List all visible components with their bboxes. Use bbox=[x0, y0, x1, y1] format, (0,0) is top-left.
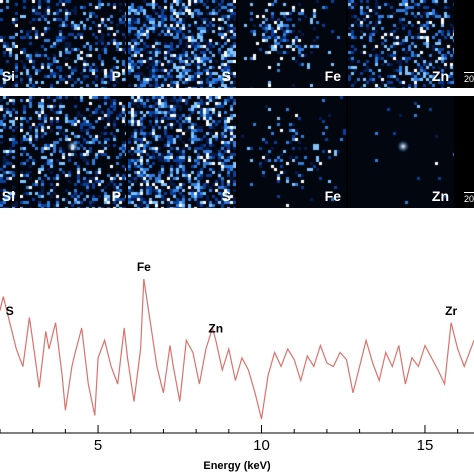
elemental-maps-top-row: Si P S Fe Zn 20 bbox=[0, 0, 474, 88]
map-label: Si bbox=[1, 188, 15, 204]
elemental-maps-bottom-row: Si P S Fe Zn 20 bbox=[0, 96, 474, 208]
row-divider bbox=[0, 88, 474, 96]
peak-label: S bbox=[6, 304, 14, 318]
map-panel-s-bottom: S bbox=[128, 96, 236, 208]
map-label: S bbox=[221, 68, 231, 84]
map-panel-zn-bottom: Zn bbox=[348, 96, 454, 208]
map-image bbox=[20, 0, 126, 88]
map-panel-fe-top: Fe bbox=[238, 0, 346, 88]
map-image bbox=[348, 96, 454, 208]
map-label: P bbox=[111, 68, 121, 84]
map-label: S bbox=[221, 188, 231, 204]
x-tick-label: 15 bbox=[417, 437, 434, 454]
x-tick-label: 10 bbox=[253, 437, 270, 454]
map-label: Si bbox=[1, 68, 15, 84]
map-image bbox=[238, 0, 346, 88]
map-image bbox=[128, 96, 236, 208]
map-label: P bbox=[111, 188, 121, 204]
map-panel-si-top: Si bbox=[0, 0, 18, 88]
scalebar-label: 20 bbox=[463, 192, 474, 204]
x-axis-label: Energy (keV) bbox=[203, 460, 271, 472]
peak-label: Fe bbox=[137, 260, 151, 274]
map-panel-p-bottom: P bbox=[20, 96, 126, 208]
map-image bbox=[0, 0, 18, 88]
map-panel-fe-bottom: Fe bbox=[238, 96, 346, 208]
map-label: Zn bbox=[431, 188, 449, 204]
peak-labels: S Fe Zn Zr bbox=[6, 260, 458, 335]
map-image bbox=[238, 96, 346, 208]
map-label: Fe bbox=[324, 188, 341, 204]
map-panel-p-top: P bbox=[20, 0, 126, 88]
map-panel-si-bottom: Si bbox=[0, 96, 18, 208]
map-label: Zn bbox=[431, 68, 449, 84]
map-image bbox=[20, 96, 126, 208]
x-tick-label: 5 bbox=[94, 437, 102, 454]
xrf-spectrum-chart: 5 10 15 S Fe Zn Zr bbox=[0, 260, 474, 454]
map-image bbox=[0, 96, 18, 208]
map-panel-s-top: S bbox=[128, 0, 236, 88]
peak-label: Zr bbox=[445, 304, 457, 318]
map-image bbox=[128, 0, 236, 88]
map-image bbox=[348, 0, 454, 88]
map-label: Fe bbox=[324, 68, 341, 84]
x-axis: 5 10 15 bbox=[0, 425, 474, 454]
peak-label: Zn bbox=[208, 321, 223, 335]
map-panel-zn-top: Zn bbox=[348, 0, 454, 88]
scalebar-label: 20 bbox=[463, 72, 474, 84]
spectrum-series-line bbox=[0, 278, 474, 420]
